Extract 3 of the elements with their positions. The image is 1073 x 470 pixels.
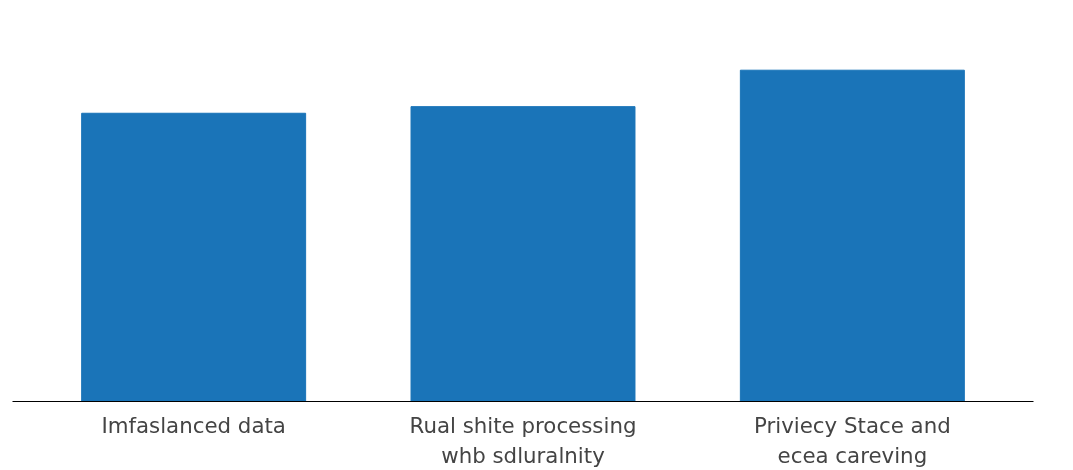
x-tick-label: Rual shite processing whb sdluralnity: [409, 412, 637, 468]
x-tick-label: Priviecy Stace and ecea careving: [754, 412, 951, 468]
x-tick-label: Imfaslanced data: [101, 412, 286, 438]
